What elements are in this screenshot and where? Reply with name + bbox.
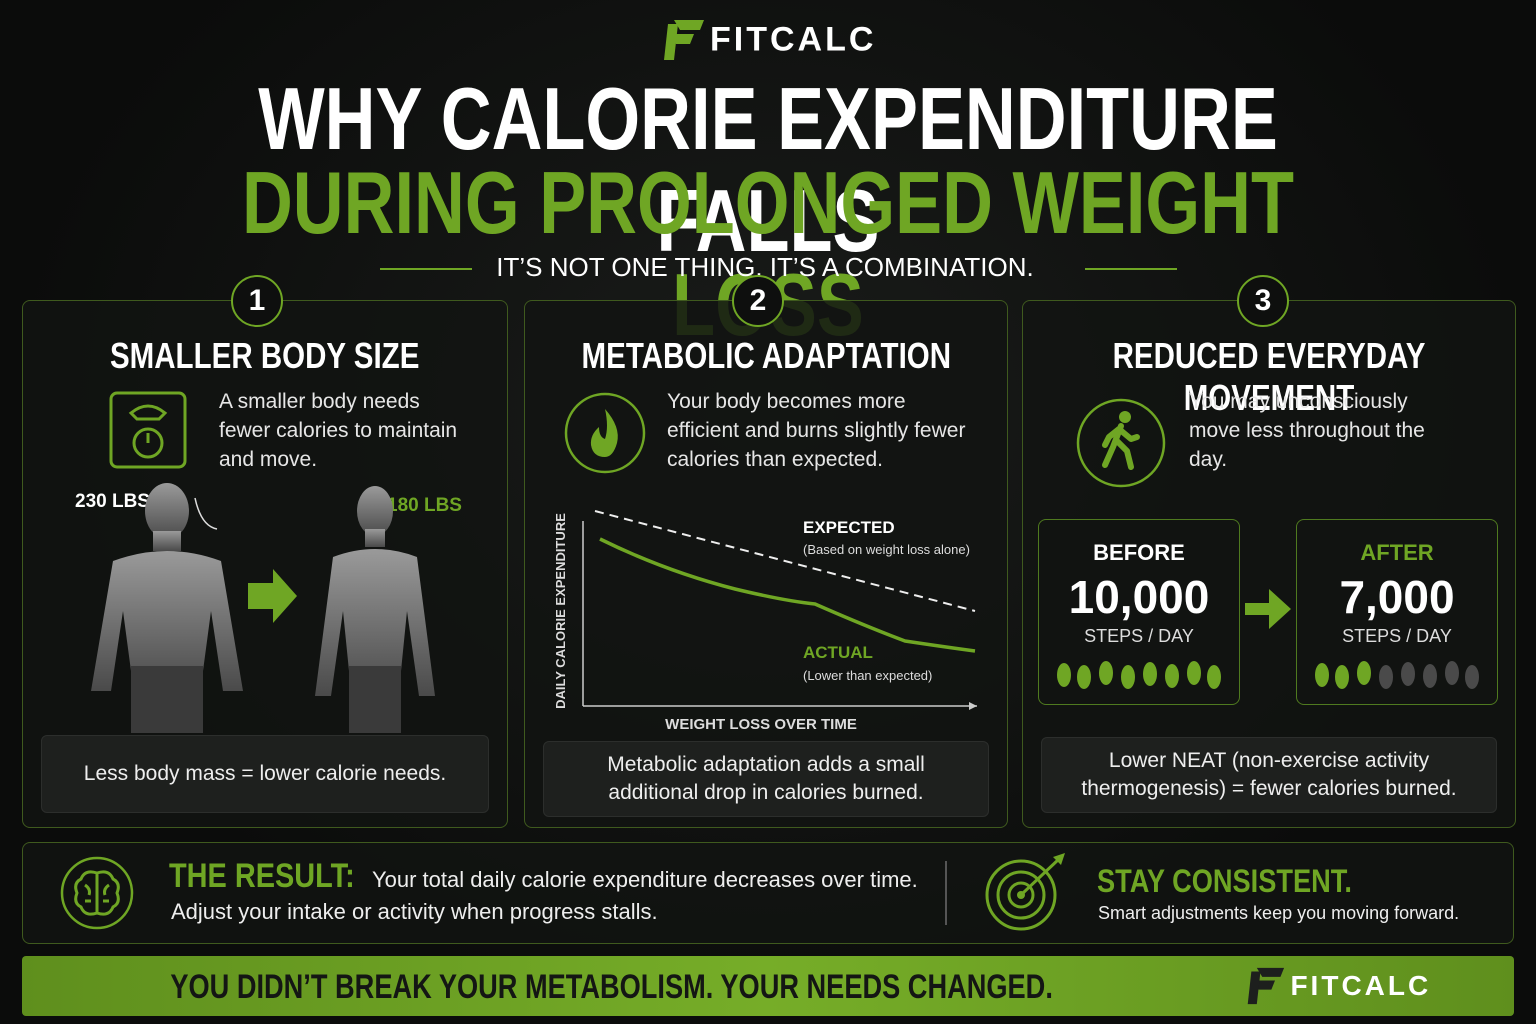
target-icon [985,853,1065,931]
brain-icon [60,856,134,930]
header-logo: FITCALC [0,18,1536,62]
result-line: THE RESULT: Your total daily calorie exp… [169,857,918,896]
divider [945,861,947,925]
logo-icon [663,20,704,60]
footer-logo: FITCALC [1244,966,1431,1006]
walk-icon [1076,398,1166,488]
footer-banner: YOU DIDN’T BREAK YOUR METABOLISM. YOUR N… [22,956,1514,1016]
panel-title: REDUCED EVERYDAY MOVEMENT [1023,335,1515,419]
expected-note: (Based on weight loss alone) [803,542,970,557]
panel-title-text: SMALLER BODY SIZE [110,335,420,376]
panel-text: A smaller body needs fewer calories to m… [219,390,458,471]
result-bar: THE RESULT: Your total daily calorie exp… [22,842,1514,944]
panel-text: Your body becomes more efficient and bur… [667,390,966,471]
actual-label: ACTUAL [803,643,873,662]
panel-text: You may unconsciously move less througho… [1189,390,1425,471]
consistent-text: Smart adjustments keep you moving forwar… [1098,903,1460,923]
x-axis-label: WEIGHT LOSS OVER TIME [665,716,857,733]
subtitle-rule [1085,268,1177,270]
logo-icon [1247,967,1285,1005]
steps-before: BEFORE 10,000 STEPS / DAY [1038,519,1240,705]
footer-brand: FITCALC [1290,970,1432,1001]
brand: FITCALC [710,20,877,59]
arrow [1245,589,1291,629]
steps-unit: STEPS / DAY [1084,626,1194,646]
title-line-1: WHY CALORIE EXPENDITURE FALLS [0,68,1536,272]
panel: 1 SMALLER BODY SIZE A smaller body needs… [22,275,508,828]
steps-value: 10,000 [1068,571,1210,623]
weight-label: 230 LBS [75,491,150,512]
panel-title: METABOLIC ADAPTATION [525,335,1007,377]
banner-text: YOU DIDN’T BREAK YOUR METABOLISM. YOUR N… [170,968,1054,1006]
panel: 3 REDUCED EVERYDAY MOVEMENT You may unco… [1022,275,1516,828]
result-heading: THE RESULT: [169,857,355,895]
steps-label: BEFORE [1093,540,1185,565]
title-text: WHY CALORIE EXPENDITURE FALLS [258,69,1278,270]
panel-title-text: METABOLIC ADAPTATION [581,335,951,376]
expected-line [594,510,976,612]
flame-icon [564,392,646,474]
panel-number: 2 [732,275,784,327]
steps-unit: STEPS / DAY [1342,626,1452,646]
panel-number: 3 [1237,275,1289,327]
adaptation-chart: DAILY CALORIE EXPENDITURE WEIGHT LOSS OV… [553,510,977,733]
actual-line [599,537,976,653]
steps-after: AFTER 7,000 STEPS / DAY [1296,519,1498,705]
panel-note: Metabolic adaptation adds a small additi… [543,741,989,817]
y-axis-label: DAILY CALORIE EXPENDITURE [553,513,568,709]
result-text: Adjust your intake or activity when prog… [171,899,658,924]
steps-value: 7,000 [1339,571,1455,623]
body-illustration [91,483,435,733]
steps-label: AFTER [1360,540,1434,565]
panel-title-text: REDUCED EVERYDAY MOVEMENT [1112,335,1426,418]
panel-title: SMALLER BODY SIZE [23,335,507,377]
result-text: Your total daily calorie expenditure dec… [371,867,918,892]
panel-number: 1 [231,275,283,327]
consistent-heading: STAY CONSISTENT. [1097,863,1352,899]
panel-note: Less body mass = lower calorie needs. [41,735,489,813]
panel-note: Lower NEAT (non-exercise activity thermo… [1041,737,1497,813]
banner-text-wrap: YOU DIDN’T BREAK YOUR METABOLISM. YOUR N… [22,968,1202,1007]
scale-icon [109,391,187,469]
actual-note: (Lower than expected) [803,668,932,683]
footprints [1057,661,1221,689]
footprints [1315,661,1479,689]
panel: 2 METABOLIC ADAPTATION Your body becomes… [524,275,1008,828]
subtitle-rule [380,268,472,270]
expected-label: EXPECTED [803,518,895,537]
weight-label: 180 LBS [387,495,462,516]
